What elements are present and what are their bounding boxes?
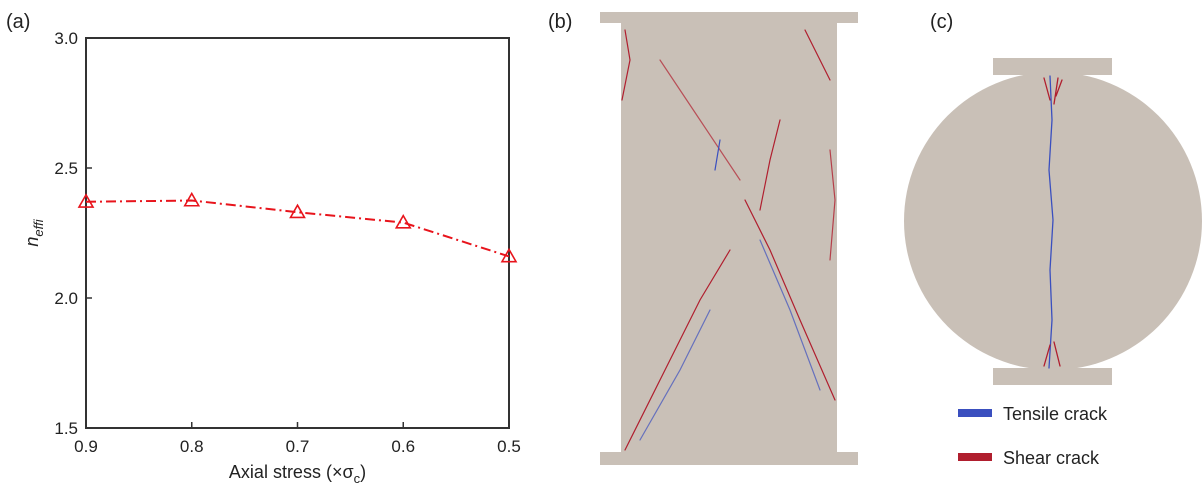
data-marker bbox=[77, 193, 95, 208]
y-tick-label: 1.5 bbox=[54, 419, 78, 438]
x-tick-label: 0.5 bbox=[497, 437, 521, 456]
y-tick-label: 3.0 bbox=[54, 29, 78, 48]
legend-label: Shear crack bbox=[1003, 448, 1100, 468]
x-axis-label-sub: c bbox=[354, 471, 361, 486]
y-axis-label-sub: effi bbox=[31, 218, 46, 236]
y-tick-label: 2.0 bbox=[54, 289, 78, 308]
specimen-c bbox=[904, 58, 1202, 385]
x-tick-label: 0.9 bbox=[74, 437, 98, 456]
x-tick-label: 0.6 bbox=[391, 437, 415, 456]
legend-swatch bbox=[958, 409, 992, 417]
panel-label: (b) bbox=[548, 11, 572, 33]
plot-frame bbox=[85, 37, 510, 429]
x-axis-label-text: Axial stress (×σ bbox=[229, 462, 354, 482]
y-axis-label-text: n bbox=[22, 237, 42, 247]
legend-swatch bbox=[958, 453, 992, 461]
specimen-b bbox=[600, 12, 858, 465]
data-marker bbox=[183, 191, 201, 207]
x-axis-label-end: ) bbox=[360, 462, 366, 482]
x-tick-label: 0.8 bbox=[180, 437, 204, 456]
panel-label: (c) bbox=[930, 11, 953, 33]
data-marker bbox=[394, 213, 412, 229]
y-axis-label: neffi bbox=[22, 218, 46, 246]
legend-label: Tensile crack bbox=[1003, 404, 1108, 424]
data-marker bbox=[500, 247, 518, 263]
data-line bbox=[85, 199, 510, 258]
y-tick-label: 2.5 bbox=[54, 159, 78, 178]
panel-label: (a) bbox=[6, 11, 30, 33]
x-axis-label: Axial stress (×σc) bbox=[229, 462, 366, 486]
x-tick-label: 0.7 bbox=[286, 437, 310, 456]
data-marker bbox=[289, 203, 306, 219]
